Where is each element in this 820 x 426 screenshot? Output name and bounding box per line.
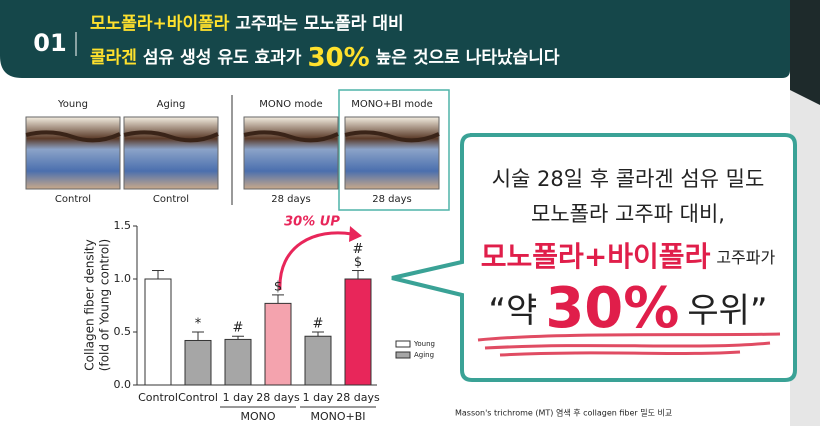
legend-swatch xyxy=(395,351,411,359)
bar xyxy=(144,278,172,386)
histology-image xyxy=(123,116,219,190)
y-axis-label: Collagen fiber density xyxy=(83,239,97,370)
image-label: Control xyxy=(153,194,189,205)
callout-text: 고주파가 xyxy=(716,248,775,267)
header-text: 고주파는 모노폴라 대비 xyxy=(235,14,403,34)
highlight-annotation: 30% UP xyxy=(284,215,340,230)
legend-swatch xyxy=(395,340,411,348)
bar xyxy=(224,338,252,386)
legend-label: Young xyxy=(413,340,435,348)
group-label: MONO+BI xyxy=(310,410,365,423)
header-text: 높은 것으로 나타났습니다 xyxy=(376,48,560,68)
y-tick-label: 0.0 xyxy=(114,378,132,391)
y-tick-label: 1.5 xyxy=(114,219,132,232)
header-highlight: 모노폴라+바이폴라 xyxy=(90,14,230,34)
image-highlight-box xyxy=(338,89,450,211)
header-line2: 콜라겐 섬유 생성 유도 효과가 30% 높은 것으로 나타났습니다 xyxy=(90,43,560,73)
brush-stroke xyxy=(477,332,781,357)
y-tick-label: 1.0 xyxy=(114,272,132,285)
callout-box xyxy=(391,133,797,382)
significance-mark: $ xyxy=(274,279,282,294)
bar xyxy=(184,339,212,386)
tissue-edge xyxy=(123,130,219,143)
callout-text: 우위” xyxy=(687,291,767,331)
tissue-edge xyxy=(344,130,440,143)
header-number: 01 xyxy=(33,29,66,57)
x-tick-label: 28 days xyxy=(336,391,380,404)
tissue-edge xyxy=(243,130,339,143)
x-tick-label: 1 day xyxy=(223,391,254,404)
callout-value: 30% xyxy=(545,276,679,341)
image-label: Aging xyxy=(157,99,186,110)
up-arrow xyxy=(278,231,353,291)
group-label: MONO xyxy=(240,410,275,423)
header-text: 섬유 생성 유도 효과가 xyxy=(143,48,302,68)
corner xyxy=(790,0,820,105)
image-label: Control xyxy=(55,194,91,205)
image-label: MONO mode xyxy=(259,99,322,110)
bar xyxy=(264,302,292,386)
callout-highlight: 모노폴라+바이폴라 xyxy=(481,240,711,273)
callout-line3: 모노폴라+바이폴라 고주파가 xyxy=(481,240,776,273)
header-band xyxy=(0,0,790,78)
callout-text: “약 xyxy=(488,291,537,331)
significance-mark: # xyxy=(313,317,324,332)
header-highlight: 콜라겐 xyxy=(90,48,137,68)
histology-image xyxy=(344,116,440,190)
bar xyxy=(344,278,372,386)
y-axis-label: (fold of Young control) xyxy=(98,239,112,371)
y-tick-label: 0.5 xyxy=(114,325,132,338)
callout-text: 시술 28일 후 콜라겐 섬유 밀도 xyxy=(492,167,765,191)
significance-mark: # xyxy=(233,321,244,336)
image-label: MONO+BI mode xyxy=(351,99,433,110)
histology-image xyxy=(243,116,339,190)
histology-image xyxy=(25,116,121,190)
significance-mark: $ xyxy=(354,255,362,270)
header-line1: 모노폴라+바이폴라 고주파는 모노폴라 대비 xyxy=(90,14,404,34)
image-label: 28 days xyxy=(372,194,412,205)
x-tick-label: Control xyxy=(178,391,218,404)
significance-mark: * xyxy=(195,317,202,332)
callout-text: 모노폴라 고주파 대비, xyxy=(531,202,725,226)
legend-label: Aging xyxy=(414,351,434,359)
x-tick-label: Control xyxy=(138,391,178,404)
x-tick-label: 28 days xyxy=(256,391,300,404)
significance-mark: # xyxy=(353,242,364,257)
caption: Masson's trichrome (MT) 염색 후 collagen fi… xyxy=(455,408,672,418)
tissue-edge xyxy=(25,130,121,143)
image-label: Young xyxy=(57,99,88,110)
x-tick-label: 1 day xyxy=(303,391,334,404)
image-label: 28 days xyxy=(271,194,311,205)
up-arrow-head xyxy=(349,226,362,242)
bar xyxy=(304,335,332,386)
callout-line4: “약 30% 우위” xyxy=(488,276,767,341)
header-value: 30% xyxy=(307,43,369,73)
